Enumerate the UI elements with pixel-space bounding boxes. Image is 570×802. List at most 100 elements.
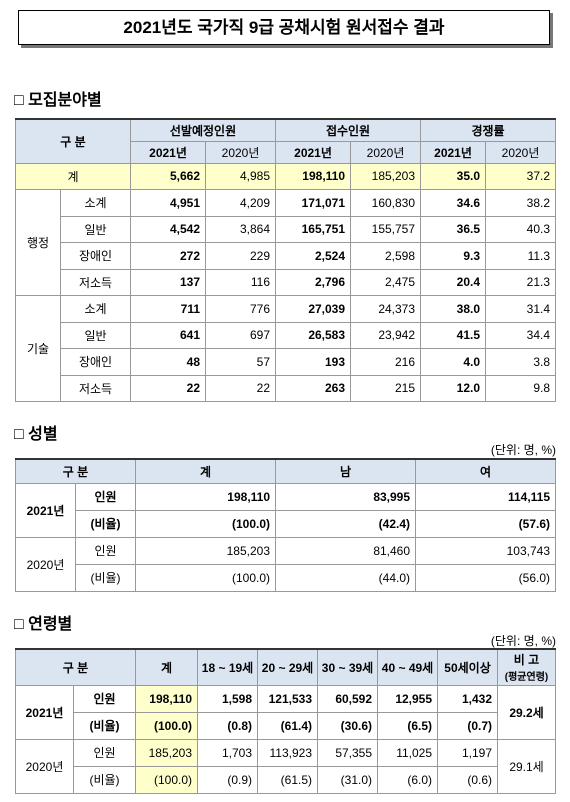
data-row: 기술 소계 711 776 27,039 24,373 38.0 31.4 bbox=[15, 295, 557, 402]
cell-value: 9.8 bbox=[485, 374, 557, 402]
cell-value: 185,203 bbox=[135, 536, 277, 565]
cell-value: 198,110 bbox=[135, 482, 277, 511]
header-row: 2021년 2020년 2021년 2020년 2021년 2020년 bbox=[16, 140, 557, 164]
cell-value: 27,039 bbox=[275, 295, 352, 323]
cell-value: 23,942 bbox=[350, 321, 422, 349]
cell-value: 20.4 bbox=[420, 268, 487, 296]
cell-value: (100.0) bbox=[135, 711, 199, 740]
cell-value: 2,598 bbox=[350, 242, 422, 270]
header-cell: 계 bbox=[135, 648, 199, 686]
cell-value: 121,533 bbox=[257, 684, 319, 713]
unit-note: (단위: 명, %) bbox=[490, 634, 556, 648]
cell-value: (0.9) bbox=[197, 765, 259, 794]
remark-header: 비 고 bbox=[513, 653, 540, 668]
cell-value: 38.2 bbox=[485, 189, 557, 217]
header-cell: 2021년 bbox=[130, 140, 207, 164]
cell-value: 2,475 bbox=[350, 268, 422, 296]
data-row: 일반 641 697 26,583 23,942 41.5 34.4 bbox=[16, 321, 557, 349]
row-label: 장애인 bbox=[59, 242, 132, 270]
cell-value: 113,923 bbox=[257, 738, 319, 767]
cell-value: 272 bbox=[130, 242, 207, 270]
header-cell: 2020년 bbox=[485, 140, 557, 164]
data-row: 2020년 인원 185,203 81,460 103,743 bbox=[15, 536, 557, 592]
cell-value: 2,796 bbox=[275, 268, 352, 296]
data-row: 2020년 인원 185,203 1,703 113,923 57,355 11,025 1,… bbox=[15, 738, 557, 794]
cell-value: (6.0) bbox=[377, 765, 439, 794]
cell-value: 36.5 bbox=[420, 215, 487, 243]
row-label: 일반 bbox=[59, 215, 132, 243]
row-label: 저소득 bbox=[59, 268, 132, 296]
cell-value: 4,951 bbox=[130, 189, 207, 217]
row-label: 인원 bbox=[72, 684, 137, 713]
cell-value: (6.5) bbox=[377, 711, 439, 740]
cell-value: (57.6) bbox=[415, 509, 557, 538]
cell-value: 165,751 bbox=[275, 215, 352, 243]
data-row: 2021년 인원 198,110 1,598 121,533 60,592 12,955 1,… bbox=[15, 684, 557, 740]
header-cell: 2021년 bbox=[420, 140, 487, 164]
remark-sub: (평균연령) bbox=[504, 672, 549, 684]
cell-value: (61.4) bbox=[257, 711, 319, 740]
cell-value: (30.6) bbox=[317, 711, 379, 740]
data-row: (비율) (100.0) (44.0) (56.0) bbox=[16, 563, 557, 592]
cell-value: 1,598 bbox=[197, 684, 259, 713]
cell-value: 48 bbox=[130, 348, 207, 376]
section-heading: □ 연령별 bbox=[14, 616, 73, 633]
cell-value: 160,830 bbox=[350, 189, 422, 217]
cell-value: 41.5 bbox=[420, 321, 487, 349]
cell-value: 34.6 bbox=[420, 189, 487, 217]
year-label: 2020년 bbox=[15, 536, 76, 592]
row-label: 계 bbox=[14, 162, 132, 190]
header-cell: 남 bbox=[275, 458, 417, 484]
header-cell: 2020년 bbox=[205, 140, 277, 164]
group-label: 기술 bbox=[15, 295, 61, 402]
data-row: (비율) (100.0) (0.8) (61.4) (30.6) (6.5) (0.7) bbox=[16, 711, 556, 740]
cell-value: 37.2 bbox=[485, 162, 557, 190]
cell-value: (0.6) bbox=[437, 765, 499, 794]
gender-table: 구 분 계 남 여 2021년 인원 198,110 83,995 114,115 (비율) (10… bbox=[14, 458, 557, 592]
cell-value: 3.8 bbox=[485, 348, 557, 376]
cell-value: 216 bbox=[350, 348, 422, 376]
cell-value: 26,583 bbox=[275, 321, 352, 349]
header-row: 구 분 선발예정인원 접수인원 경쟁률 bbox=[14, 118, 557, 164]
cell-value: 57 bbox=[205, 348, 277, 376]
header-cell: 40 ~ 49세 bbox=[377, 648, 439, 686]
cell-value: 711 bbox=[130, 295, 207, 323]
header-cell: 구 분 bbox=[14, 648, 137, 686]
data-row: (비율) (100.0) (0.9) (61.5) (31.0) (6.0) (0.6) bbox=[16, 765, 556, 794]
data-row: 2021년 인원 198,110 83,995 114,115 bbox=[15, 482, 557, 538]
cell-value: 198,110 bbox=[135, 684, 199, 713]
cell-value: 4.0 bbox=[420, 348, 487, 376]
row-label: 인원 bbox=[74, 482, 137, 511]
unit-note: (단위: 명, %) bbox=[490, 443, 556, 457]
cell-value: 12.0 bbox=[420, 374, 487, 402]
cell-value: 4,985 bbox=[205, 162, 277, 190]
cell-value: 31.4 bbox=[485, 295, 557, 323]
group-label: 행정 bbox=[15, 189, 61, 296]
cell-value: 1,703 bbox=[197, 738, 259, 767]
data-row: 일반 4,542 3,864 165,751 155,757 36.5 40.3 bbox=[16, 215, 557, 243]
cell-value: (56.0) bbox=[415, 563, 557, 592]
cell-value: 229 bbox=[205, 242, 277, 270]
section-heading: □ 모집분야별 bbox=[14, 92, 102, 109]
cell-value: 22 bbox=[130, 374, 207, 402]
cell-value: 215 bbox=[350, 374, 422, 402]
row-label: (비율) bbox=[72, 765, 137, 794]
cell-value: 57,355 bbox=[317, 738, 379, 767]
cell-value: 198,110 bbox=[275, 162, 352, 190]
cell-value: 2,524 bbox=[275, 242, 352, 270]
cell-value: 40.3 bbox=[485, 215, 557, 243]
data-row: 저소득 22 22 263 215 12.0 9.8 bbox=[16, 374, 557, 402]
header-cell: 여 bbox=[415, 458, 557, 484]
row-label: (비율) bbox=[72, 711, 137, 740]
row-label: (비율) bbox=[74, 563, 137, 592]
cell-value: 83,995 bbox=[275, 482, 417, 511]
row-label: 소계 bbox=[59, 189, 132, 217]
cell-value: 22 bbox=[205, 374, 277, 402]
row-label: 일반 bbox=[59, 321, 132, 349]
cell-value: 21.3 bbox=[485, 268, 557, 296]
cell-value: 103,743 bbox=[415, 536, 557, 565]
header-cell: 접수인원 bbox=[275, 118, 422, 142]
header-cell: 30 ~ 39세 bbox=[317, 648, 379, 686]
year-label: 2020년 bbox=[15, 738, 74, 794]
